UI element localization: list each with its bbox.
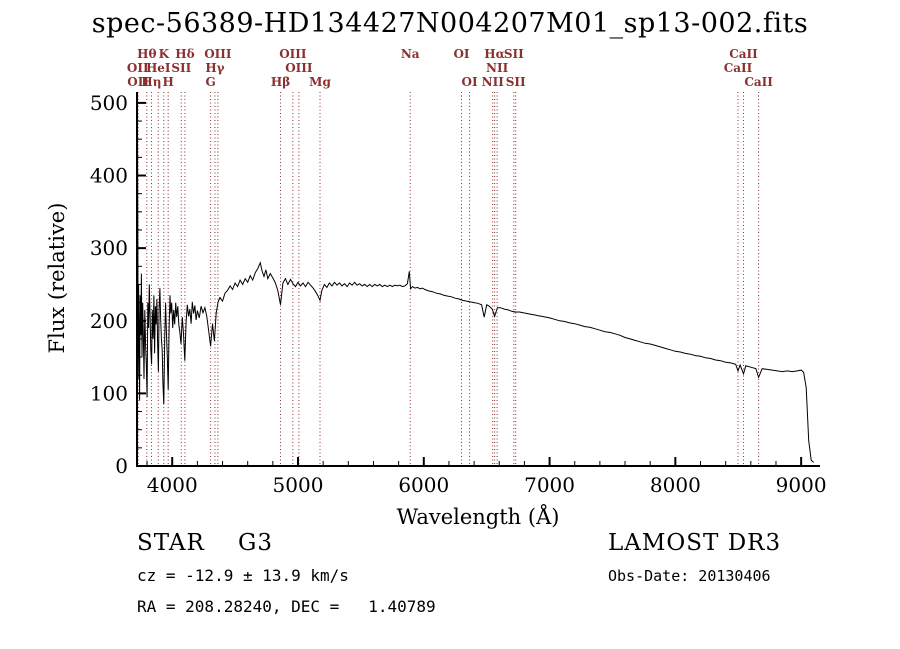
x-axis-tick-label: 4000: [147, 473, 198, 497]
spectral-line-label: Hβ: [271, 75, 290, 89]
y-axis-tick-label: 300: [90, 236, 128, 260]
spectrum-trace: [136, 106, 815, 463]
obs-date-label: Obs-Date: 20130406: [608, 567, 771, 585]
spectral-line-label: OI: [462, 75, 478, 89]
y-axis-tick-label: 200: [90, 309, 128, 333]
spectral-line-label: OII: [127, 61, 149, 75]
x-axis-tick-label: 8000: [650, 473, 701, 497]
spectral-line-label: SII: [506, 75, 526, 89]
spectral-line-label: CaII: [744, 75, 773, 89]
spectral-line-label: SII: [171, 61, 191, 75]
spectral-line-label: Na: [401, 47, 420, 61]
spectral-line-label: Mg: [309, 75, 331, 89]
x-axis-tick-label: 5000: [273, 473, 324, 497]
spectral-line-label: OI: [453, 47, 469, 61]
spectral-line-label: OIII: [285, 61, 313, 75]
spectral-line-label: CaII: [724, 61, 753, 75]
ra-dec-label: RA = 208.28240, DEC = 1.40789: [137, 597, 436, 616]
spectral-line-label: NII: [486, 61, 509, 75]
y-axis-tick-label: 400: [90, 164, 128, 188]
spectral-line-label: K: [159, 47, 170, 61]
spectral-line-label: Hη: [141, 75, 161, 89]
spectral-line-label: H: [163, 75, 174, 89]
object-class-label: STAR G3: [137, 530, 274, 556]
spectral-line-label: SII: [504, 47, 524, 61]
survey-release-label: LAMOST DR3: [608, 530, 782, 556]
spectral-line-label: OIII: [279, 47, 307, 61]
plot-title: spec-56389-HD134427N004207M01_sp13-002.f…: [91, 8, 809, 39]
spectral-line-label: Hδ: [175, 47, 194, 61]
x-axis-label: Wavelength (Å): [396, 505, 560, 529]
spectral-line-label: OIII: [204, 47, 232, 61]
y-axis-tick-label: 500: [90, 91, 128, 115]
spectral-line-label: OII: [127, 75, 149, 89]
spectral-line-label: Hγ: [205, 61, 224, 75]
spectral-line-label: NII: [482, 75, 505, 89]
spectral-line-label: CaII: [729, 47, 758, 61]
spectral-line-label: HeI: [146, 61, 171, 75]
spectral-line-label: Hθ: [137, 47, 156, 61]
y-axis-label: Flux (relative): [45, 202, 69, 354]
x-axis-tick-label: 6000: [398, 473, 449, 497]
spectral-line-label: G: [205, 75, 215, 89]
y-axis-tick-label: 0: [115, 454, 128, 478]
radial-velocity-label: cz = -12.9 ± 13.9 km/s: [137, 566, 349, 585]
x-axis-tick-label: 9000: [776, 473, 827, 497]
y-axis-tick-label: 100: [90, 381, 128, 405]
spectral-line-label: Hα: [484, 47, 505, 61]
x-axis-tick-label: 7000: [524, 473, 575, 497]
